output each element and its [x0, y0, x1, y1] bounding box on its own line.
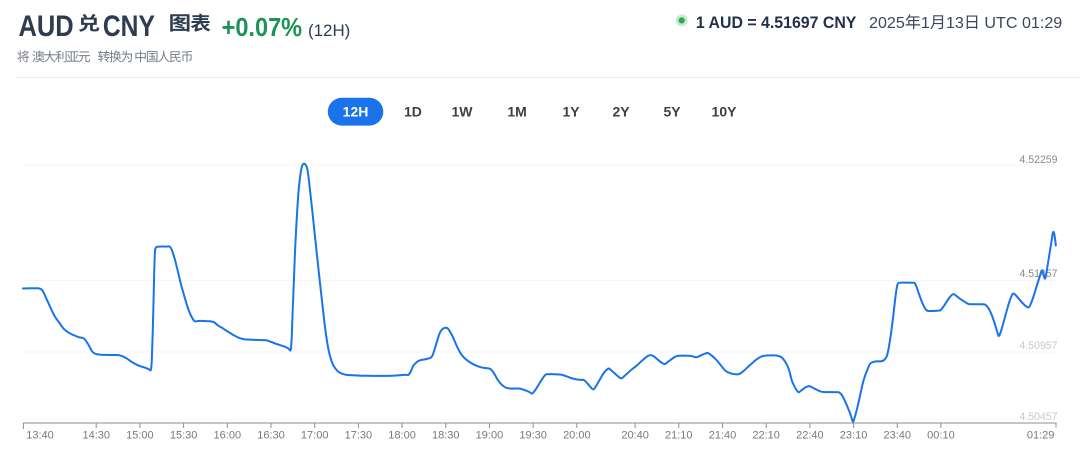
svg-text:1M: 1M — [507, 104, 526, 120]
svg-text:4.52259: 4.52259 — [1020, 154, 1058, 166]
svg-text:17:00: 17:00 — [301, 430, 329, 442]
svg-text:20:40: 20:40 — [621, 430, 649, 442]
svg-text:18:00: 18:00 — [388, 430, 416, 442]
svg-text:01:29: 01:29 — [1027, 430, 1055, 442]
svg-text:4.50457: 4.50457 — [1020, 411, 1058, 423]
svg-text:15:30: 15:30 — [170, 430, 198, 442]
svg-text:+0.07%: +0.07% — [222, 12, 303, 42]
svg-text:5Y: 5Y — [663, 104, 681, 120]
svg-text:1D: 1D — [404, 104, 422, 120]
svg-text:AUD: AUD — [19, 10, 74, 43]
svg-text:1W: 1W — [452, 104, 474, 120]
svg-text:12H: 12H — [343, 104, 369, 120]
svg-text:14:30: 14:30 — [82, 430, 110, 442]
svg-text:21:40: 21:40 — [709, 430, 737, 442]
svg-text:1 AUD = 4.51697 CNY: 1 AUD = 4.51697 CNY — [696, 13, 857, 32]
svg-text:10Y: 10Y — [712, 104, 738, 120]
svg-text:21:10: 21:10 — [665, 430, 693, 442]
svg-text:1Y: 1Y — [562, 104, 580, 120]
svg-text:(12H): (12H) — [308, 21, 350, 40]
svg-text:15:00: 15:00 — [126, 430, 154, 442]
svg-text:13:40: 13:40 — [26, 430, 54, 442]
svg-text:16:30: 16:30 — [257, 430, 285, 442]
svg-text:CNY: CNY — [103, 10, 155, 43]
svg-text:1: 1 — [921, 14, 930, 32]
svg-text:22:40: 22:40 — [796, 430, 824, 442]
svg-text:22:10: 22:10 — [752, 430, 780, 442]
svg-text:19:30: 19:30 — [519, 430, 547, 442]
svg-text:18:30: 18:30 — [432, 430, 460, 442]
svg-text:13: 13 — [946, 14, 964, 32]
svg-text:4.51457: 4.51457 — [1020, 268, 1058, 280]
svg-text:4.50957: 4.50957 — [1020, 340, 1058, 352]
svg-text:UTC 01:29: UTC 01:29 — [980, 14, 1062, 32]
svg-text:16:00: 16:00 — [214, 430, 242, 442]
svg-text:17:30: 17:30 — [345, 430, 373, 442]
svg-text:00:10: 00:10 — [927, 430, 955, 442]
svg-text:2Y: 2Y — [612, 104, 630, 120]
svg-text:23:10: 23:10 — [840, 430, 868, 442]
svg-text:20:00: 20:00 — [563, 430, 591, 442]
svg-text:19:00: 19:00 — [476, 430, 504, 442]
svg-text:23:40: 23:40 — [883, 430, 911, 442]
svg-text:2025: 2025 — [869, 14, 905, 32]
